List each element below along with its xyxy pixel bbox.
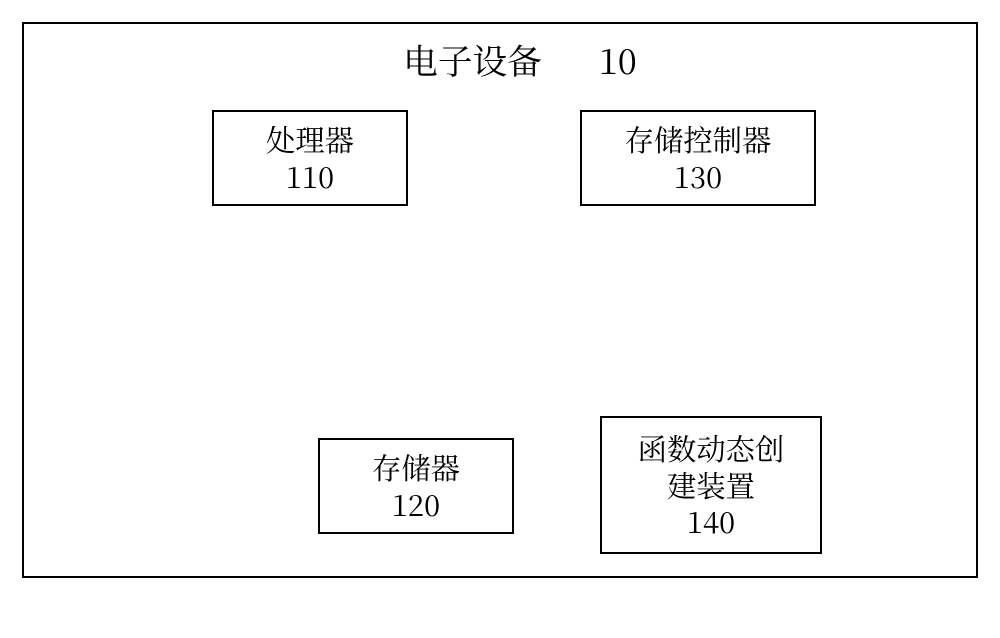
node-storage-controller-number: 130	[674, 158, 722, 195]
diagram-title-text: 电子设备	[403, 34, 542, 84]
diagram-title-number: 10	[599, 34, 637, 84]
node-storage-controller: 存储控制器 130	[580, 110, 816, 206]
node-processor: 处理器 110	[212, 110, 408, 206]
node-memory-number: 120	[392, 486, 440, 523]
node-memory: 存储器 120	[318, 438, 514, 534]
diagram-title: 电子设备 10	[360, 34, 680, 74]
node-func-dyn-create: 函数动态创 建装置 140	[600, 416, 822, 554]
node-memory-label: 存储器	[372, 449, 460, 486]
node-processor-number: 110	[286, 158, 334, 195]
node-processor-label: 处理器	[266, 121, 354, 158]
node-func-dyn-create-label: 函数动态创 建装置	[638, 430, 785, 503]
node-storage-controller-label: 存储控制器	[625, 121, 772, 158]
node-func-dyn-create-number: 140	[687, 503, 735, 540]
diagram-canvas: 电子设备 10 处理器 110 存储控制器 130 存储器 120 函数动态创 …	[0, 0, 1000, 638]
